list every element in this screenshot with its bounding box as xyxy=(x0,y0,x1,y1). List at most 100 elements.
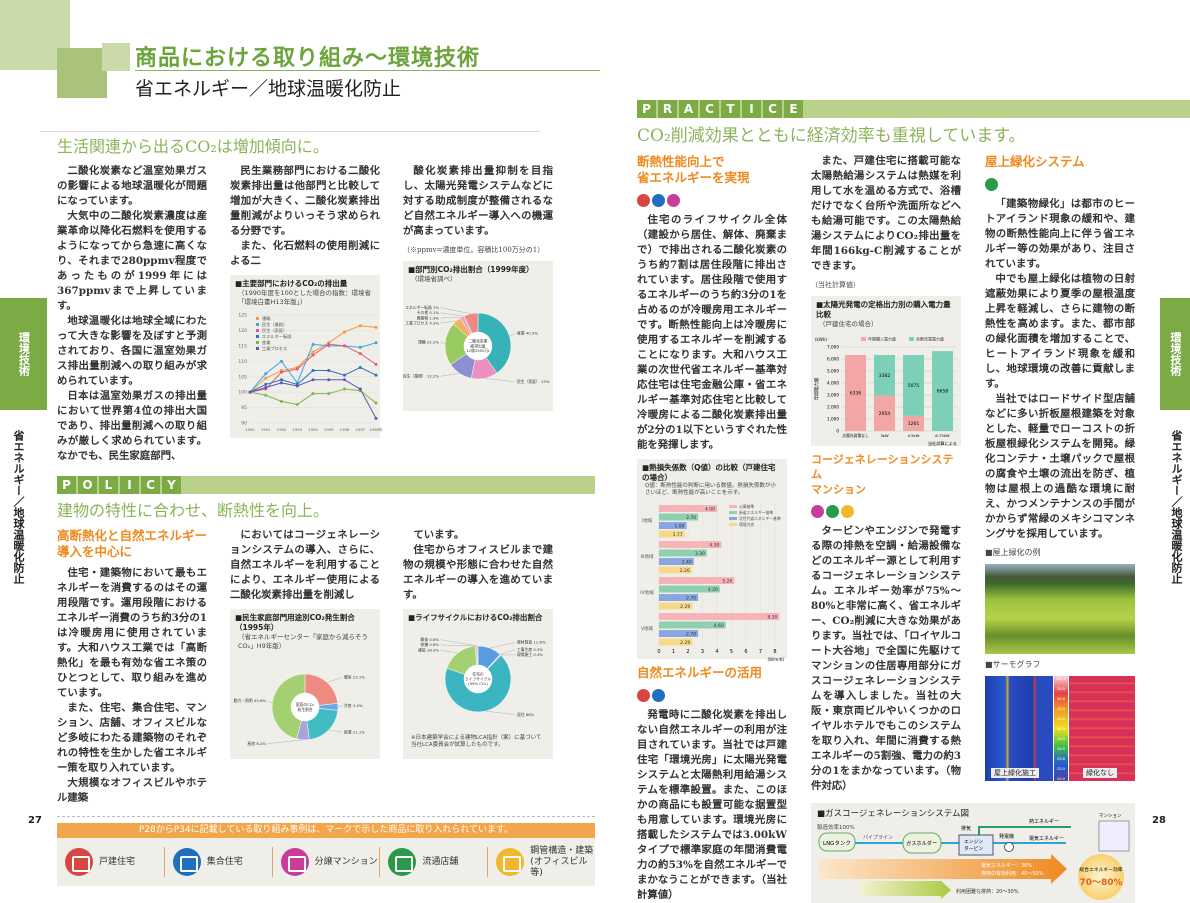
paragraph: 二酸化炭素など温室効果ガスの影響による地球温暖化が問題になっています。 xyxy=(57,164,207,209)
y-tick-label: 95 xyxy=(241,405,247,411)
bar-letter: R xyxy=(658,100,677,118)
y-tick-label: 6,000 xyxy=(827,357,839,362)
legend-label: 戸建住宅 xyxy=(99,857,135,868)
x-tick-label: 0 xyxy=(657,649,660,655)
chart-pie2: ■民生家庭部門用途別CO₂発生割合（1995年） （省エネルギーセンター「家庭か… xyxy=(230,609,380,759)
y-tick-label: 120 xyxy=(238,328,247,334)
header-decoration xyxy=(57,48,107,98)
paragraph: タービンやエンジンで発電する際の排熱を空調・給湯設備などのエネルギー源として利用… xyxy=(811,524,961,794)
y-tick-label: 125 xyxy=(238,313,247,319)
bar-value: 2.29 xyxy=(680,604,690,610)
slice-label: 居住 68% xyxy=(517,712,535,717)
x-tick-label: 1990 xyxy=(245,427,255,432)
chart-note: ※日本建築学会による建物LCA指針（案）に基づいて当社LCA委員会が試算したもの… xyxy=(403,735,553,749)
pie-chart-svg: 動力・照明 45.6%厨房 6.2%暖房 23.1%冷房 3.4%給湯 21.1… xyxy=(230,651,380,763)
pie-chart-svg: エネルギー転換 7%その他 0.1%廃棄物 1.9%工業プロセス 4.3%運輸 … xyxy=(403,284,553,409)
data-point xyxy=(327,343,330,346)
x-tick-label: 1 xyxy=(672,649,675,655)
y-tick-label: 110 xyxy=(238,359,247,365)
data-point xyxy=(375,363,378,366)
chart-qbar: ■熱損失係数（Q値）の比較（戸建住宅の場合） Q値：断熱性能の判断に用いる数値。… xyxy=(637,459,787,659)
data-point xyxy=(296,368,299,371)
column: 酸化炭素排出量抑制を目指し、太陽光発電システムなどに対する助成制度が整備されるな… xyxy=(403,164,553,464)
bar xyxy=(659,613,779,620)
slice-label: 現場施工 0.4% xyxy=(517,652,543,657)
side-text: 省エネルギー／地球温暖化防止 xyxy=(10,430,26,584)
bar-letter: A xyxy=(679,100,698,118)
data-point xyxy=(375,417,378,420)
data-point xyxy=(312,369,315,372)
legend-label: 余剰売電電力量 xyxy=(916,336,944,342)
data-point xyxy=(312,392,315,395)
paragraph: 酸化炭素排出量抑制を目指し、太陽光発電システムなどに対する助成制度が整備されるな… xyxy=(403,164,553,239)
leader-line xyxy=(486,711,516,715)
paragraph: 「建築物緑化」は都市のヒートアイランド現象の緩和や、建物の断熱性能向上に伴う省エ… xyxy=(985,197,1135,272)
paragraph: 日本は温室効果ガスの排出量において世界第4位の排出大国であり、排出量削減への取り… xyxy=(57,389,207,464)
column: ています。住宅からオフィスビルまで建物の規模や形態に合わせた自然エネルギーの導入… xyxy=(403,528,553,806)
section-heading: 屋上緑化システム xyxy=(985,154,1135,170)
efficiency-arrow xyxy=(819,854,1067,884)
legend-label: エネルギー転換 xyxy=(262,333,292,340)
bar-value: 5.20 xyxy=(722,578,732,584)
mansion-icon xyxy=(1099,821,1129,851)
scale-label: 30.0 xyxy=(1057,726,1065,731)
bar-value: 1261 xyxy=(908,421,920,427)
bar-chart-svg: 01,0002,0003,0004,0005,0006,0007,000(kWh… xyxy=(811,329,961,453)
pie-center-label: (99% CO₂) xyxy=(468,681,488,686)
data-point xyxy=(280,360,283,363)
leader-line xyxy=(329,730,343,732)
data-point xyxy=(312,351,315,354)
legend-note: P28からP34に記載している取り組み事例は、マークで示した商品に取り入れられて… xyxy=(57,823,595,838)
divider xyxy=(57,816,595,817)
bar-letter: P xyxy=(637,100,656,118)
x-tick-label: 太陽光発電なし xyxy=(842,433,869,438)
side-tab[interactable]: 環境技術 xyxy=(0,298,47,410)
data-point xyxy=(296,403,299,406)
side-tab[interactable]: 環境技術 xyxy=(1160,298,1190,410)
chart-subtitle: Q値：断熱性能の判断に用いる数値。熱損失係数が小さいほど、断熱性能が高いことを示… xyxy=(637,483,787,497)
legend-swatch xyxy=(729,517,737,520)
data-point xyxy=(375,401,378,404)
slice-label: 動力・照明 45.6% xyxy=(234,698,267,703)
x-tick-label: 1996 xyxy=(340,427,350,432)
leader-line xyxy=(441,317,463,318)
power-label: 電気エネルギー xyxy=(1029,835,1064,842)
column: においてはコージェネレーションシステムの導入、さらに、自然エネルギーを利用するこ… xyxy=(230,528,380,806)
data-point xyxy=(375,374,378,377)
leader-line xyxy=(441,650,458,653)
divider xyxy=(40,131,540,132)
paragraph: また、住宅、集合住宅、マンション、店舗、オフィスビルなど多岐にわたる建築物のそれ… xyxy=(57,701,207,776)
legend-label: 分譲マンション xyxy=(315,857,378,868)
page-subtitle: 省エネルギー／地球温暖化防止 xyxy=(135,74,401,101)
data-point xyxy=(375,326,378,329)
product-marks xyxy=(637,687,787,702)
loss-arrow xyxy=(861,881,951,899)
legend-swatch xyxy=(729,511,737,514)
text-column: においてはコージェネレーションシステムの導入、さらに、自然エネルギーを利用するこ… xyxy=(230,528,380,603)
bar-value: 2.29 xyxy=(680,640,690,646)
text-column: 民生業務部門における二酸化炭素排出量は他部門と比較して増加が大きく、二酸化炭素排… xyxy=(230,164,380,269)
exhaust-label: 排気 xyxy=(961,825,971,832)
legend-item: 流通店舗 xyxy=(380,847,488,877)
x-tick-label: 8 xyxy=(773,649,776,655)
slice-label: 産業 40.3% xyxy=(517,331,538,336)
scale-label: 28.5 xyxy=(1057,736,1065,741)
chart-title: ■太陽光発電の定格出力別の購入電力量比較 xyxy=(811,296,961,320)
legend-label: 産業 xyxy=(262,339,271,346)
text-column: タービンやエンジンで発電する際の排熱を空調・給湯設備などのエネルギー源として利用… xyxy=(811,524,961,794)
footnote: （※ppmv=濃度単位。容積比100万分の1） xyxy=(403,245,553,255)
thermo-label: 屋上緑化施工 xyxy=(991,768,1039,778)
building-icon xyxy=(65,848,93,876)
slice-label: 工業プロセス 4.3% xyxy=(405,321,439,326)
bar-value: 2954 xyxy=(879,411,891,417)
data-point xyxy=(264,377,267,380)
legend-label: 年間購入電力量 xyxy=(868,336,896,342)
lng-label: LNGタンク xyxy=(823,839,851,847)
scale-label: 39.5 xyxy=(1057,686,1065,691)
thermograph-greened: 屋上緑化施工 xyxy=(985,676,1053,781)
x-tick-label: 4.5kW xyxy=(908,433,920,438)
arrow-text: 排熱の有効利用：40〜50% xyxy=(981,870,1044,877)
chart-title: ■民生家庭部門用途別CO₂発生割合（1995年） xyxy=(230,609,380,633)
